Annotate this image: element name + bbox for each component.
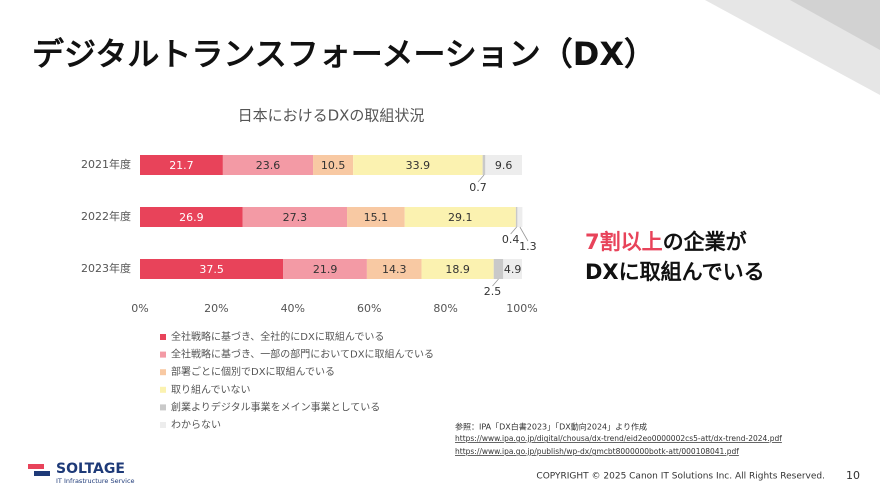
value-label: 29.1 — [448, 211, 473, 224]
bar-segment — [222, 155, 314, 175]
value-label: 27.3 — [283, 211, 308, 224]
x-tick-label: 60% — [357, 302, 381, 315]
legend-label: 全社戦略に基づき、一部の部門においてDXに取組んでいる — [171, 348, 434, 361]
y-tick-label: 2023年度 — [81, 261, 131, 275]
page-number: 10 — [846, 469, 860, 482]
legend-label: 創業よりデジタル事業をメイン事業としている — [171, 400, 380, 413]
legend-swatch — [160, 334, 166, 340]
bar-segment — [140, 155, 223, 175]
y-tick-label: 2022年度 — [81, 209, 131, 223]
slide-title: デジタルトランスフォーメーション（DX） — [32, 35, 656, 73]
legend-label: 部署ごとに個別でDXに取組んでいる — [171, 365, 335, 378]
logo-mark — [34, 471, 50, 476]
bar-segment — [482, 155, 486, 175]
copyright: COPYRIGHT © 2025 Canon IT Solutions Inc.… — [536, 472, 825, 482]
legend-label: 取り組んでいない — [171, 383, 251, 396]
value-label: 2.5 — [484, 285, 502, 298]
bar-segment — [485, 155, 522, 175]
bar-segment — [353, 155, 483, 175]
callout-line: 7割以上の企業が — [585, 230, 747, 254]
bar-segment — [421, 259, 494, 279]
leader-line — [492, 278, 499, 287]
bar-segment — [493, 259, 504, 279]
value-label: 33.9 — [406, 159, 431, 172]
bar-segment — [515, 207, 518, 227]
value-label: 18.9 — [445, 263, 470, 276]
callout-highlight: 7割以上 — [585, 230, 663, 254]
x-tick-label: 0% — [131, 302, 148, 315]
value-label: 14.3 — [382, 263, 407, 276]
legend-swatch — [160, 422, 166, 428]
bar-segment — [140, 259, 284, 279]
chart-title: 日本におけるDXの取組状況 — [238, 107, 425, 125]
legend-label: 全社戦略に基づき、全社的にDXに取組んでいる — [171, 330, 384, 343]
value-label: 0.7 — [469, 181, 487, 194]
bar-segment — [503, 259, 522, 279]
value-label: 21.7 — [169, 159, 194, 172]
bar-segment — [242, 207, 348, 227]
value-label: 10.5 — [321, 159, 346, 172]
value-label: 23.6 — [256, 159, 281, 172]
reference-url: https://www.ipa.go.jp/digital/chousa/dx-… — [455, 434, 782, 443]
logo-tagline: IT Infrastructure Service — [56, 477, 135, 485]
bar-segment — [347, 207, 405, 227]
bar-segment — [366, 259, 422, 279]
legend-swatch — [160, 369, 166, 376]
legend-label: わからない — [171, 419, 221, 431]
x-tick-label: 100% — [506, 302, 537, 315]
legend-swatch — [160, 386, 166, 393]
callout-text: DXに取組んでいる — [585, 260, 765, 284]
x-tick-label: 40% — [281, 302, 305, 315]
value-label: 26.9 — [179, 211, 204, 224]
corner-decoration — [790, 0, 880, 50]
bar-segment — [517, 207, 523, 227]
leader-line — [510, 226, 517, 235]
value-label: 15.1 — [364, 211, 389, 224]
x-tick-label: 20% — [204, 302, 228, 315]
y-tick-label: 2021年度 — [81, 157, 131, 171]
leader-line — [477, 174, 485, 183]
x-tick-label: 80% — [433, 302, 457, 315]
value-label: 37.5 — [199, 263, 224, 276]
leader-line — [519, 226, 529, 242]
bar-segment — [404, 207, 516, 227]
bar-segment — [140, 207, 243, 227]
legend-swatch — [160, 404, 166, 411]
reference-note: 参照：IPA「DX白書2023」「DX動向2024」より作成 — [455, 422, 647, 432]
logo-name: SOLTAGE — [56, 461, 125, 477]
reference-url: https://www.ipa.go.jp/publish/wp-dx/gmcb… — [455, 447, 739, 456]
bar-segment — [313, 155, 354, 175]
legend-swatch — [160, 351, 166, 358]
value-label: 4.9 — [504, 263, 522, 276]
value-label: 21.9 — [313, 263, 338, 276]
value-label: 1.3 — [519, 240, 537, 253]
bar-segment — [283, 259, 367, 279]
value-label: 0.4 — [502, 233, 520, 246]
logo-mark — [28, 464, 44, 469]
value-label: 9.6 — [495, 159, 513, 172]
callout-text: の企業が — [663, 230, 747, 254]
